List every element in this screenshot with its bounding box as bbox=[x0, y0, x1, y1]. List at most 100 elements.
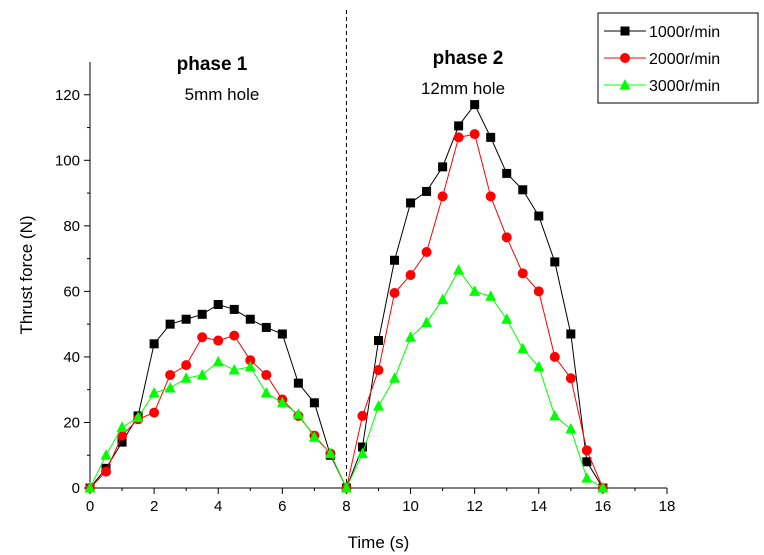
data-point-circle bbox=[565, 373, 576, 384]
data-point-triangle bbox=[148, 386, 160, 398]
series-3000r-min bbox=[84, 264, 609, 493]
y-axis-ticks: 0 20 40 60 80 100 120 bbox=[55, 87, 90, 497]
data-point-triangle bbox=[244, 360, 256, 372]
data-point-circle bbox=[453, 132, 464, 143]
x-tick-label: 14 bbox=[530, 498, 547, 515]
x-tick-label: 4 bbox=[214, 498, 222, 515]
data-point-circle bbox=[549, 351, 560, 362]
data-point-square bbox=[422, 186, 432, 196]
data-point-triangle bbox=[324, 447, 336, 459]
data-point-square bbox=[620, 26, 630, 36]
data-point-triangle bbox=[453, 264, 465, 275]
x-tick-label: 18 bbox=[659, 498, 676, 515]
x-tick-label: 8 bbox=[342, 498, 350, 515]
phase2-subtitle: 12mm hole bbox=[421, 79, 505, 98]
x-tick-label: 0 bbox=[86, 498, 94, 515]
data-point-triangle bbox=[421, 316, 433, 328]
x-tick-label: 12 bbox=[466, 498, 483, 515]
data-point-square bbox=[309, 398, 319, 408]
data-point-triangle bbox=[116, 421, 128, 432]
data-point-square bbox=[518, 185, 528, 195]
y-tick-label: 0 bbox=[72, 480, 80, 497]
y-tick-label: 100 bbox=[55, 152, 80, 169]
data-point-square bbox=[438, 162, 448, 172]
data-point-triangle bbox=[469, 285, 481, 296]
data-point-triangle bbox=[340, 482, 352, 493]
data-point-circle bbox=[197, 332, 208, 343]
data-point-square bbox=[566, 329, 576, 339]
data-point-circle bbox=[533, 286, 544, 297]
legend-label: 1000r/min bbox=[649, 24, 720, 41]
legend-item: 3000r/min bbox=[604, 78, 720, 95]
data-point-square bbox=[213, 299, 223, 309]
data-point-triangle bbox=[212, 355, 224, 367]
data-point-circle bbox=[469, 129, 480, 140]
data-point-triangle bbox=[308, 431, 320, 442]
x-axis-title: Time (s) bbox=[348, 533, 410, 552]
legend-label: 2000r/min bbox=[649, 51, 720, 68]
data-point-square bbox=[117, 437, 127, 447]
data-point-triangle bbox=[100, 449, 112, 460]
data-point-triangle bbox=[533, 360, 545, 372]
y-tick-label: 120 bbox=[55, 87, 80, 104]
x-tick-label: 10 bbox=[402, 498, 419, 515]
data-point-square bbox=[406, 198, 416, 208]
data-point-triangle bbox=[164, 382, 176, 393]
data-point-triangle bbox=[549, 409, 561, 421]
data-point-square bbox=[582, 457, 592, 467]
data-point-circle bbox=[261, 369, 272, 380]
y-axis-title: Thrust force (N) bbox=[17, 215, 36, 334]
data-point-square bbox=[229, 304, 239, 314]
legend-items: 1000r/min 2000r/min 3000r/min bbox=[604, 24, 720, 95]
data-point-triangle bbox=[485, 290, 497, 301]
data-point-circle bbox=[485, 191, 496, 202]
data-point-circle bbox=[373, 365, 384, 376]
axes: 0 2 4 6 8 10 12 14 16 18 0 20 40 60 80 100 120 bbox=[55, 62, 675, 515]
data-point-circle bbox=[165, 369, 176, 380]
data-point-circle bbox=[421, 247, 432, 258]
data-point-triangle bbox=[84, 482, 96, 493]
phase1-subtitle: 5mm hole bbox=[185, 85, 260, 104]
data-point-triangle bbox=[437, 293, 449, 305]
data-point-triangle bbox=[276, 396, 288, 408]
data-point-square bbox=[550, 257, 560, 267]
series-line bbox=[89, 269, 604, 490]
x-tick-label: 16 bbox=[595, 498, 612, 515]
data-point-square bbox=[470, 100, 480, 110]
data-point-triangle bbox=[389, 372, 401, 383]
data-point-triangle bbox=[565, 423, 577, 434]
series-layer bbox=[84, 100, 609, 493]
data-point-circle bbox=[620, 53, 630, 63]
data-point-square bbox=[534, 211, 544, 221]
data-point-triangle bbox=[132, 411, 144, 423]
data-point-triangle bbox=[356, 447, 368, 459]
data-point-square bbox=[245, 314, 255, 324]
data-point-triangle bbox=[581, 472, 593, 483]
data-point-triangle bbox=[597, 482, 609, 493]
x-tick-label: 2 bbox=[150, 498, 158, 515]
data-point-square bbox=[502, 168, 512, 178]
phase2-title: phase 2 bbox=[433, 48, 504, 69]
y-tick-label: 80 bbox=[63, 218, 80, 235]
data-point-circle bbox=[213, 335, 224, 346]
data-point-square bbox=[277, 329, 287, 339]
legend-item: 2000r/min bbox=[604, 51, 720, 68]
data-point-square bbox=[374, 336, 383, 346]
data-point-circle bbox=[101, 466, 112, 477]
legend-label: 3000r/min bbox=[649, 78, 720, 95]
data-point-circle bbox=[117, 430, 128, 441]
data-point-square bbox=[261, 322, 271, 332]
data-point-circle bbox=[245, 355, 256, 366]
x-tick-label: 6 bbox=[278, 498, 286, 515]
data-point-triangle bbox=[180, 372, 192, 383]
y-tick-label: 20 bbox=[63, 414, 80, 431]
data-point-triangle bbox=[501, 313, 513, 324]
data-point-square bbox=[149, 339, 159, 349]
data-point-circle bbox=[501, 232, 512, 243]
data-point-circle bbox=[581, 445, 592, 456]
legend: 1000r/min 2000r/min 3000r/min bbox=[597, 12, 759, 104]
data-point-square bbox=[293, 378, 303, 388]
data-point-triangle bbox=[292, 408, 304, 419]
data-point-circle bbox=[437, 191, 448, 202]
